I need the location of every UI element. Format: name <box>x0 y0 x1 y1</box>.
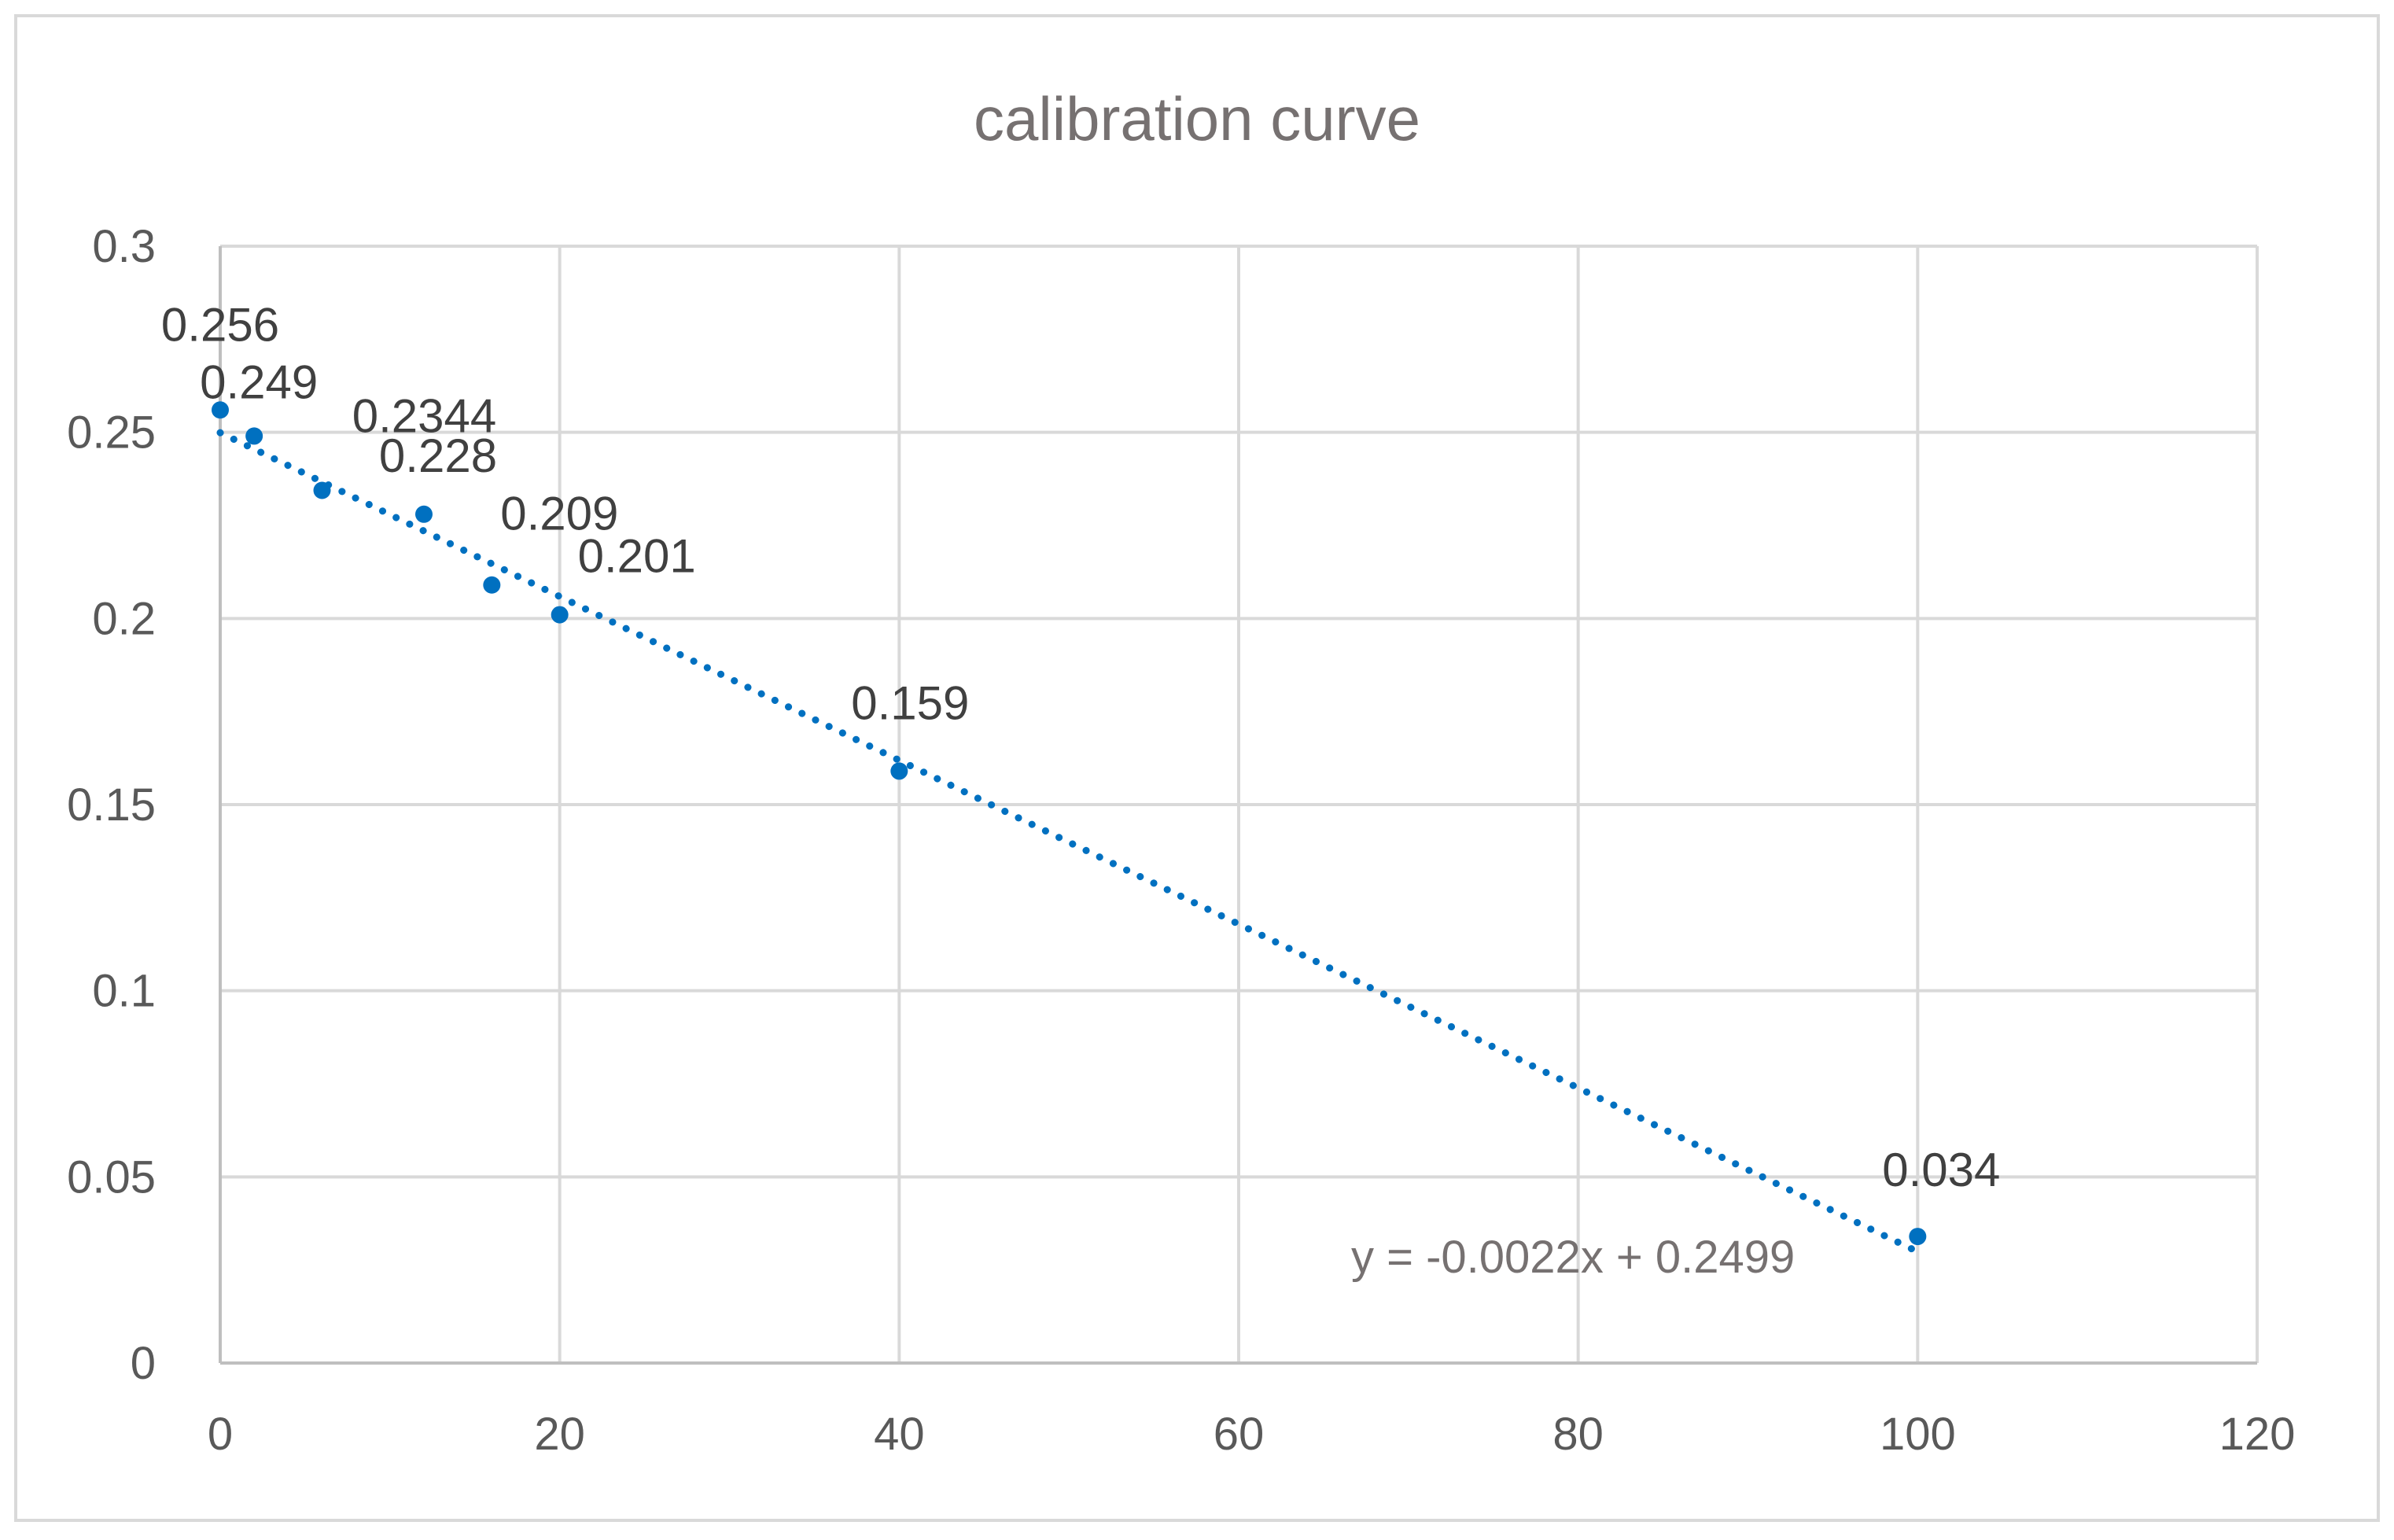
y-tick-label: 0 <box>131 1338 156 1389</box>
y-tick-label: 0.2 <box>92 593 156 644</box>
tick-labels: 0 0.05 0.1 0.15 0.2 0.25 0.3 0 20 40 60 80 100 120 <box>67 221 2295 1460</box>
data-points <box>212 401 1927 1246</box>
trendline <box>216 429 1921 1255</box>
x-tick-label: 120 <box>2219 1409 2296 1460</box>
data-point <box>245 427 263 445</box>
x-tick-label: 60 <box>1214 1409 1265 1460</box>
data-label: 0.249 <box>200 356 318 408</box>
data-point <box>212 401 229 419</box>
x-tick-label: 20 <box>534 1409 585 1460</box>
x-tick-label: 40 <box>874 1409 925 1460</box>
data-label: 0.2344 <box>352 390 497 443</box>
y-tick-label: 0.3 <box>92 221 156 272</box>
data-point <box>551 606 569 624</box>
x-tick-label: 0 <box>208 1409 233 1460</box>
trendline-layer <box>216 429 1921 1255</box>
y-tick-label: 0.15 <box>67 779 156 831</box>
x-tick-label: 80 <box>1552 1409 1604 1460</box>
data-label: 0.201 <box>578 530 696 583</box>
data-label: 0.159 <box>851 676 969 729</box>
y-tick-label: 0.25 <box>67 407 156 459</box>
x-tick-label: 100 <box>1880 1409 1956 1460</box>
trendline-equation: y = -0.0022x + 0.2499 <box>1351 1232 1795 1283</box>
y-tick-label: 0.1 <box>92 966 156 1017</box>
chart-title: calibration curve <box>974 84 1420 153</box>
chart-frame <box>14 14 2380 1522</box>
data-label: 0.209 <box>500 488 618 540</box>
y-tick-label: 0.05 <box>67 1151 156 1203</box>
data-label: 0.256 <box>161 298 279 351</box>
data-label: 0.228 <box>379 429 497 482</box>
data-point <box>313 481 331 499</box>
data-point <box>1909 1228 1927 1246</box>
data-point <box>415 505 433 523</box>
data-label: 0.034 <box>1882 1144 2000 1196</box>
data-point <box>890 762 908 780</box>
data-point <box>483 576 501 594</box>
